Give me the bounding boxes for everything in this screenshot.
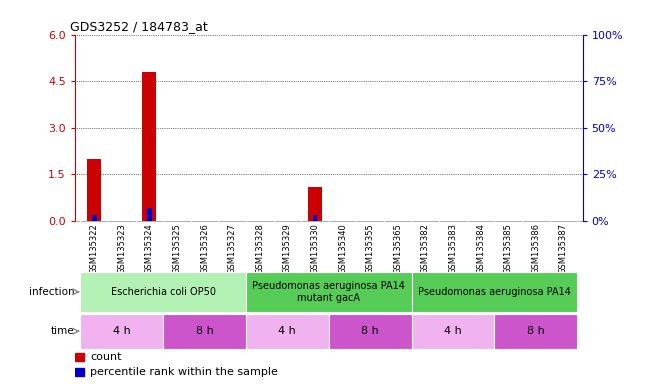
- Text: GSM135355: GSM135355: [366, 223, 374, 274]
- Text: GSM135328: GSM135328: [255, 223, 264, 274]
- Text: GSM135385: GSM135385: [504, 223, 512, 274]
- Text: GDS3252 / 184783_at: GDS3252 / 184783_at: [70, 20, 208, 33]
- Text: percentile rank within the sample: percentile rank within the sample: [90, 367, 278, 377]
- Bar: [75, 368, 84, 376]
- Text: GSM135382: GSM135382: [421, 223, 430, 274]
- Text: GSM135365: GSM135365: [393, 223, 402, 274]
- Bar: [80, 271, 246, 312]
- Text: GSM135384: GSM135384: [476, 223, 485, 274]
- Text: GSM135386: GSM135386: [531, 223, 540, 274]
- Text: GSM135387: GSM135387: [559, 223, 568, 274]
- Text: 8 h: 8 h: [527, 326, 545, 336]
- Bar: [163, 314, 246, 349]
- Text: GSM135326: GSM135326: [200, 223, 209, 274]
- Bar: [494, 314, 577, 349]
- Bar: [312, 215, 318, 221]
- Bar: [75, 353, 84, 361]
- Text: GSM135330: GSM135330: [311, 223, 320, 274]
- Bar: [411, 314, 494, 349]
- Bar: [92, 215, 96, 221]
- Text: GSM135322: GSM135322: [90, 223, 99, 274]
- Text: time: time: [51, 326, 74, 336]
- Text: 4 h: 4 h: [113, 326, 131, 336]
- Text: 8 h: 8 h: [196, 326, 214, 336]
- Bar: [246, 314, 329, 349]
- Text: GSM135383: GSM135383: [449, 223, 458, 274]
- Text: GSM135327: GSM135327: [228, 223, 237, 274]
- Bar: [80, 314, 163, 349]
- Bar: [147, 208, 152, 221]
- Text: 4 h: 4 h: [444, 326, 462, 336]
- Text: Escherichia coli OP50: Escherichia coli OP50: [111, 287, 215, 297]
- Text: GSM135329: GSM135329: [283, 223, 292, 274]
- Text: GSM135324: GSM135324: [145, 223, 154, 274]
- Text: GSM135325: GSM135325: [173, 223, 182, 274]
- Text: GSM135340: GSM135340: [338, 223, 347, 274]
- Bar: [143, 72, 156, 221]
- Text: count: count: [90, 352, 122, 362]
- Text: Pseudomonas aeruginosa PA14
mutant gacA: Pseudomonas aeruginosa PA14 mutant gacA: [253, 281, 405, 303]
- Text: 8 h: 8 h: [361, 326, 379, 336]
- Text: infection: infection: [29, 287, 74, 297]
- Bar: [411, 271, 577, 312]
- Bar: [308, 187, 322, 221]
- Text: 4 h: 4 h: [279, 326, 296, 336]
- Bar: [246, 271, 411, 312]
- Bar: [87, 159, 101, 221]
- Text: Pseudomonas aeruginosa PA14: Pseudomonas aeruginosa PA14: [418, 287, 571, 297]
- Text: GSM135323: GSM135323: [117, 223, 126, 274]
- Bar: [329, 314, 411, 349]
